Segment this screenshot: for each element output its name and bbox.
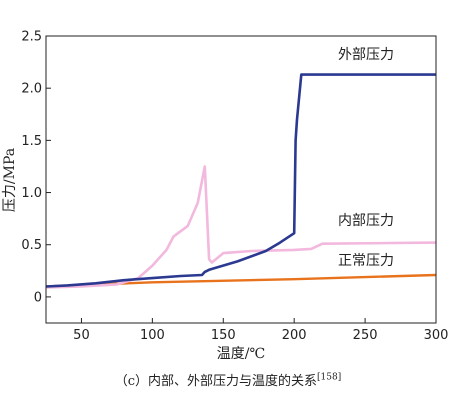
x-tick-label: 150	[211, 328, 236, 343]
chart: 50 100 150 200 250 300 0 0.5 1.0 1.5 2.0 2.5 温度/℃ 压…	[2, 30, 448, 363]
y-tick-label: 0.5	[21, 238, 42, 253]
x-tick-label: 250	[353, 328, 378, 343]
y-axis-title: 压力/MPa	[2, 148, 18, 212]
y-tick-label: 1.0	[21, 186, 42, 201]
x-axis-title: 温度/℃	[217, 346, 265, 362]
series-line-0	[45, 73, 436, 288]
plot-lines	[45, 73, 437, 289]
x-tick-label: 200	[282, 328, 307, 343]
series-label-external: 外部压力	[338, 47, 394, 63]
plot-frame	[45, 35, 437, 324]
y-tick-label: 1.5	[21, 134, 42, 149]
figure-caption: （c）内部、外部压力与温度的关系[158]	[0, 370, 456, 389]
caption-text: （c）内部、外部压力与温度的关系	[114, 374, 318, 389]
series-label-normal: 正常压力	[338, 253, 394, 269]
y-tick-label: 0	[34, 290, 42, 305]
caption-reference: [158]	[317, 372, 342, 383]
x-tick-label: 300	[424, 328, 449, 343]
y-tick-label: 2.0	[21, 82, 42, 97]
y-tick-label: 2.5	[21, 30, 42, 45]
x-tick-label: 100	[140, 328, 165, 343]
ticks: 50 100 150 200 250 300 0 0.5 1.0 1.5 2.0 2.5	[21, 30, 448, 344]
series-label-internal: 内部压力	[338, 213, 394, 229]
x-tick-label: 50	[73, 328, 90, 343]
